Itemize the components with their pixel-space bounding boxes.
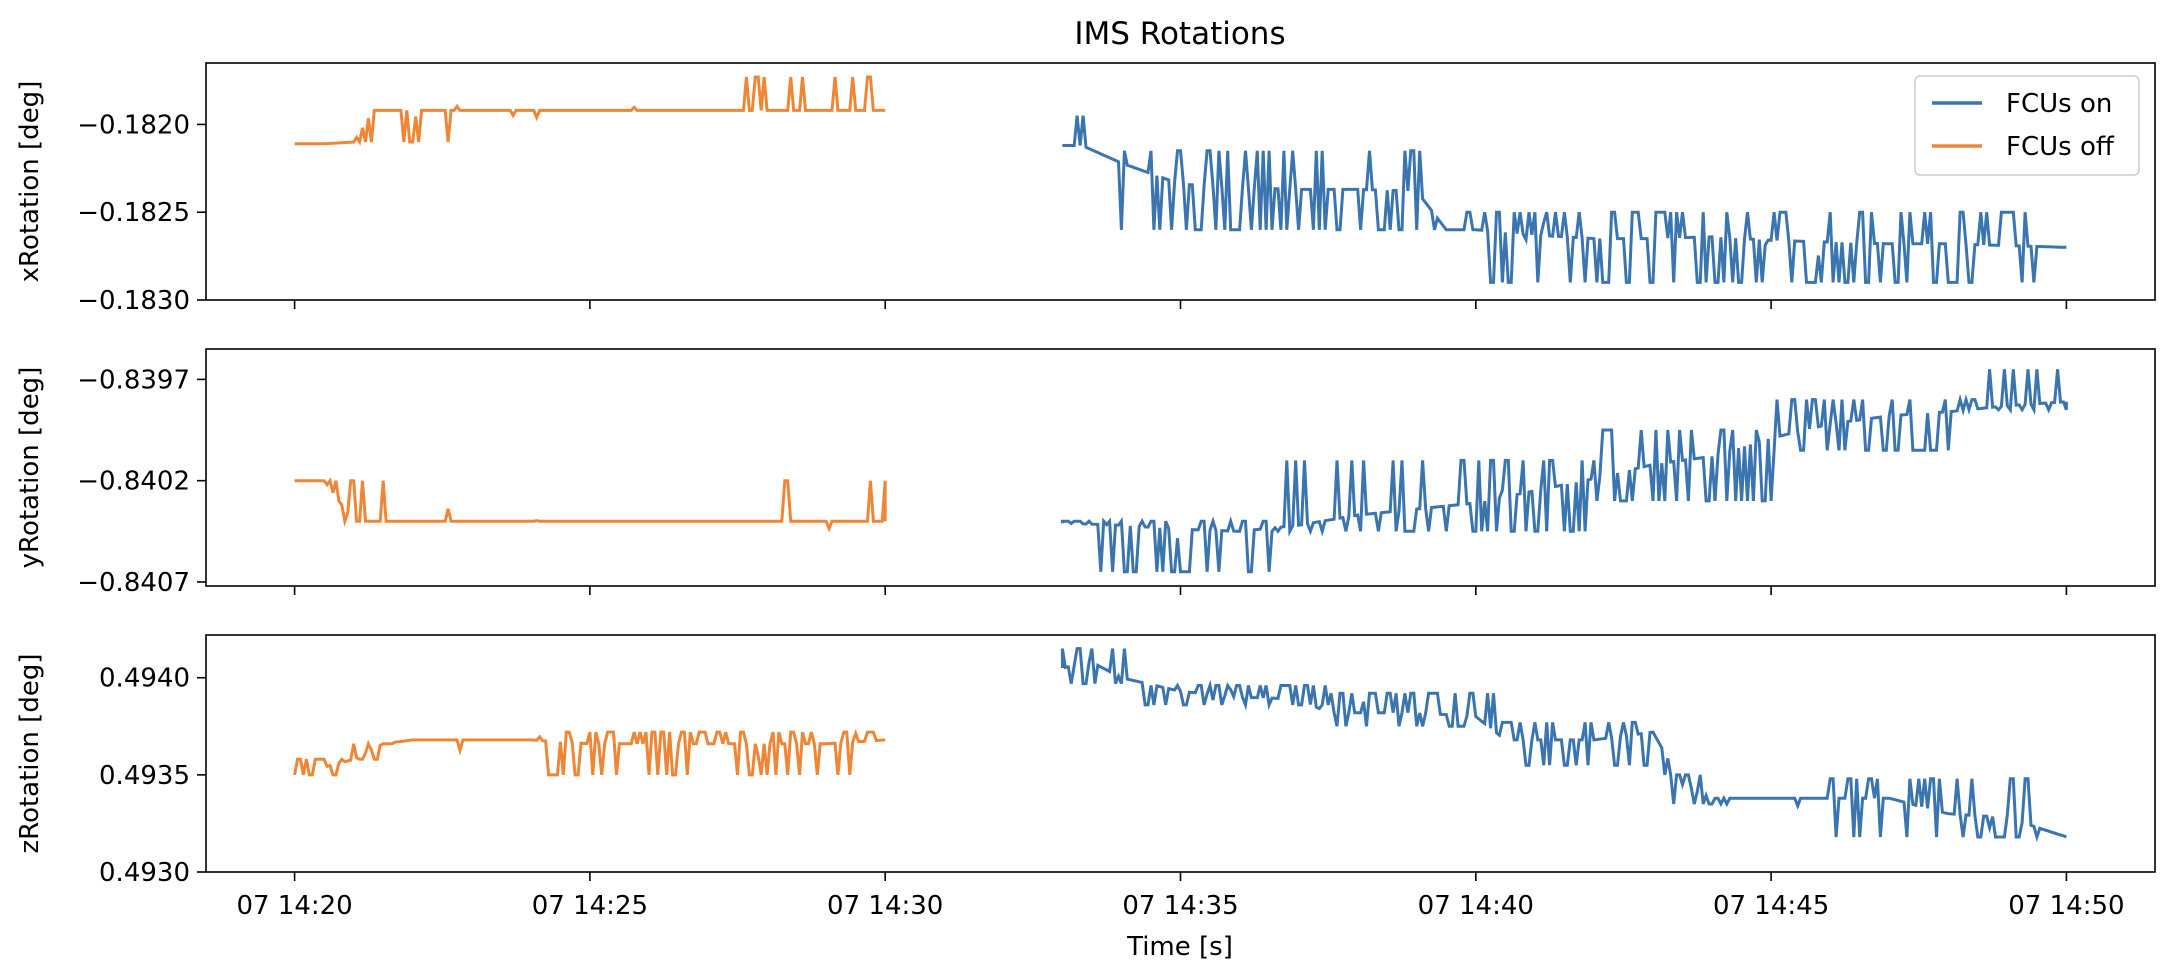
y-tick-label: −0.1830: [77, 286, 190, 316]
y-tick-label: 0.4930: [99, 858, 190, 888]
y-tick-label: −0.8402: [77, 467, 190, 497]
series-line-fcus-off: [293, 728, 886, 777]
legend-label-fcus-on: FCUs on: [2006, 89, 2112, 119]
x-tick-label: 07 14:40: [1418, 891, 1534, 921]
y-axis-label: xRotation [deg]: [15, 81, 45, 283]
x-tick-label: 07 14:35: [1122, 891, 1238, 921]
axes-frame: [205, 634, 2156, 873]
panel-yrotation: −0.8397 −0.8402 −0.8407 yRotation [deg]: [15, 348, 2156, 598]
x-tick-label: 07 14:50: [2008, 891, 2124, 921]
series-line-fcus-on: [1062, 115, 2067, 284]
y-axis-label: zRotation [deg]: [15, 654, 45, 854]
y-axis-label: yRotation [deg]: [15, 367, 45, 569]
x-axis-label: Time [s]: [1126, 932, 1233, 962]
y-tick-label: −0.8407: [77, 568, 190, 598]
x-tick-label: 07 14:25: [532, 891, 648, 921]
chart-title: IMS Rotations: [1074, 16, 1285, 52]
x-tick-label: 07 14:20: [236, 891, 352, 921]
legend: FCUs on FCUs off: [1914, 75, 2140, 176]
legend-frame: [1914, 75, 2140, 176]
panel-xrotation: −0.1820 −0.1825 −0.1830 xRotation [deg]: [15, 62, 2156, 316]
axes-frame: [205, 62, 2156, 301]
y-tick-label: −0.1820: [77, 110, 190, 140]
axes-frame: [205, 348, 2156, 587]
y-tick-label: 0.4935: [99, 761, 190, 791]
x-tick-label: 07 14:45: [1713, 891, 1829, 921]
panel-zrotation: 0.4940 0.4935 0.4930 zRotation [deg] 07 14:2…: [15, 634, 2156, 921]
series-line-fcus-off: [294, 477, 887, 533]
y-tick-label: 0.4940: [99, 664, 190, 694]
x-tick-label: 07 14:30: [827, 891, 943, 921]
y-tick-label: −0.8397: [77, 365, 190, 395]
legend-label-fcus-off: FCUs off: [2006, 132, 2115, 162]
series-line-fcus-off: [294, 75, 886, 146]
series-line-fcus-on: [1060, 647, 2067, 843]
y-tick-label: −0.1825: [77, 198, 190, 228]
series-line-fcus-on: [1060, 369, 2068, 574]
